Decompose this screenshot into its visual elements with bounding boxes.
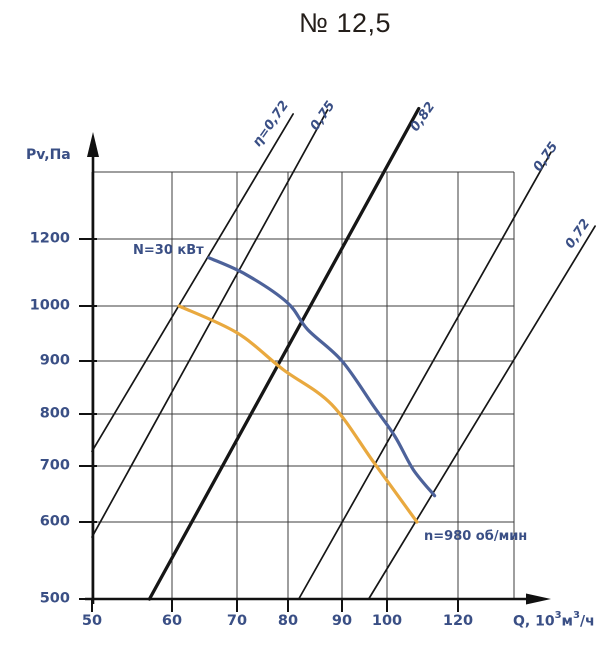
x-axis-title-prefix: Q, 10: [513, 613, 555, 630]
y-axis-title: Pv,Па: [26, 147, 71, 163]
power-curve-label: N=30 кВт: [133, 243, 204, 258]
y-tick-label: 1200: [29, 230, 70, 247]
efficiency-line: [297, 151, 552, 600]
efficiency-line: [91, 113, 294, 453]
y-tick-label: 900: [39, 352, 70, 369]
x-axis-title-suffix: /ч: [579, 613, 595, 630]
x-tick-label: 100: [371, 613, 403, 629]
x-tick-label: 50: [81, 613, 103, 629]
x-tick-label: 120: [442, 613, 474, 629]
y-tick-label: 600: [39, 513, 70, 530]
y-tick-label: 500: [39, 590, 70, 607]
x-axis-title-sup1: 3: [554, 610, 562, 621]
y-axis-arrow: [87, 132, 99, 157]
efficiency-line: [367, 225, 596, 600]
efficiency-line: [147, 106, 421, 601]
x-tick-label: 90: [331, 613, 353, 629]
efficiency-line: [91, 109, 329, 538]
x-tick-label: 60: [161, 613, 183, 629]
chart-title: № 12,5: [298, 8, 392, 38]
x-axis-title-mid: м: [561, 613, 573, 630]
speed-curve: [177, 304, 419, 524]
x-tick-label: 80: [277, 613, 299, 629]
y-tick-label: 800: [39, 405, 70, 422]
y-tick-label: 700: [39, 457, 70, 474]
x-axis-arrow: [526, 593, 551, 605]
y-tick-label: 1000: [29, 297, 70, 314]
speed-curve-label: n=980 об/мин: [424, 529, 528, 544]
x-axis-title: Q, 103м3/ч: [513, 610, 595, 630]
x-tick-label: 70: [226, 613, 248, 629]
x-axis-title-sup2: 3: [573, 610, 580, 621]
power-curve: [207, 256, 437, 498]
